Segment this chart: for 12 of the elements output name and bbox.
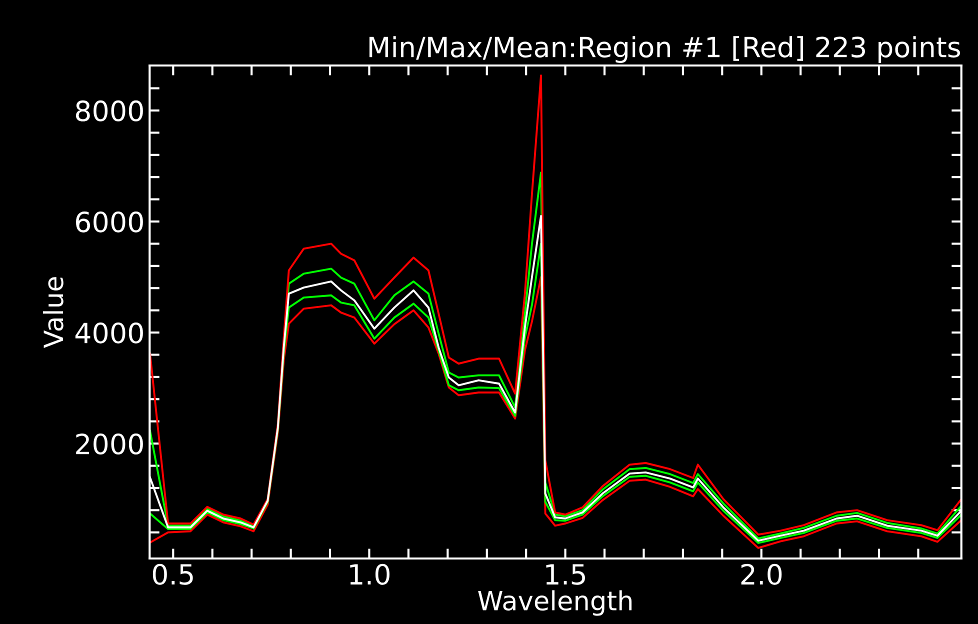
x-tick-label: 0.5: [152, 564, 193, 585]
y-tick-label: 6000: [76, 211, 143, 232]
y-tick-label: 8000: [76, 100, 143, 122]
line-series: [150, 74, 962, 536]
x-tick-label: 1.0: [350, 564, 390, 585]
y-axis-title: Value: [42, 277, 64, 348]
x-tick-label: 1.5: [546, 564, 585, 585]
chart-title: Min/Max/Mean:Region #1 [Red] 223 points: [369, 36, 960, 63]
y-tick-label: 4000: [75, 322, 143, 344]
y-tick-label: 2000: [76, 434, 143, 455]
x-tick-label: 2.0: [741, 564, 782, 585]
x-axis-title: Wavelength: [478, 590, 632, 616]
